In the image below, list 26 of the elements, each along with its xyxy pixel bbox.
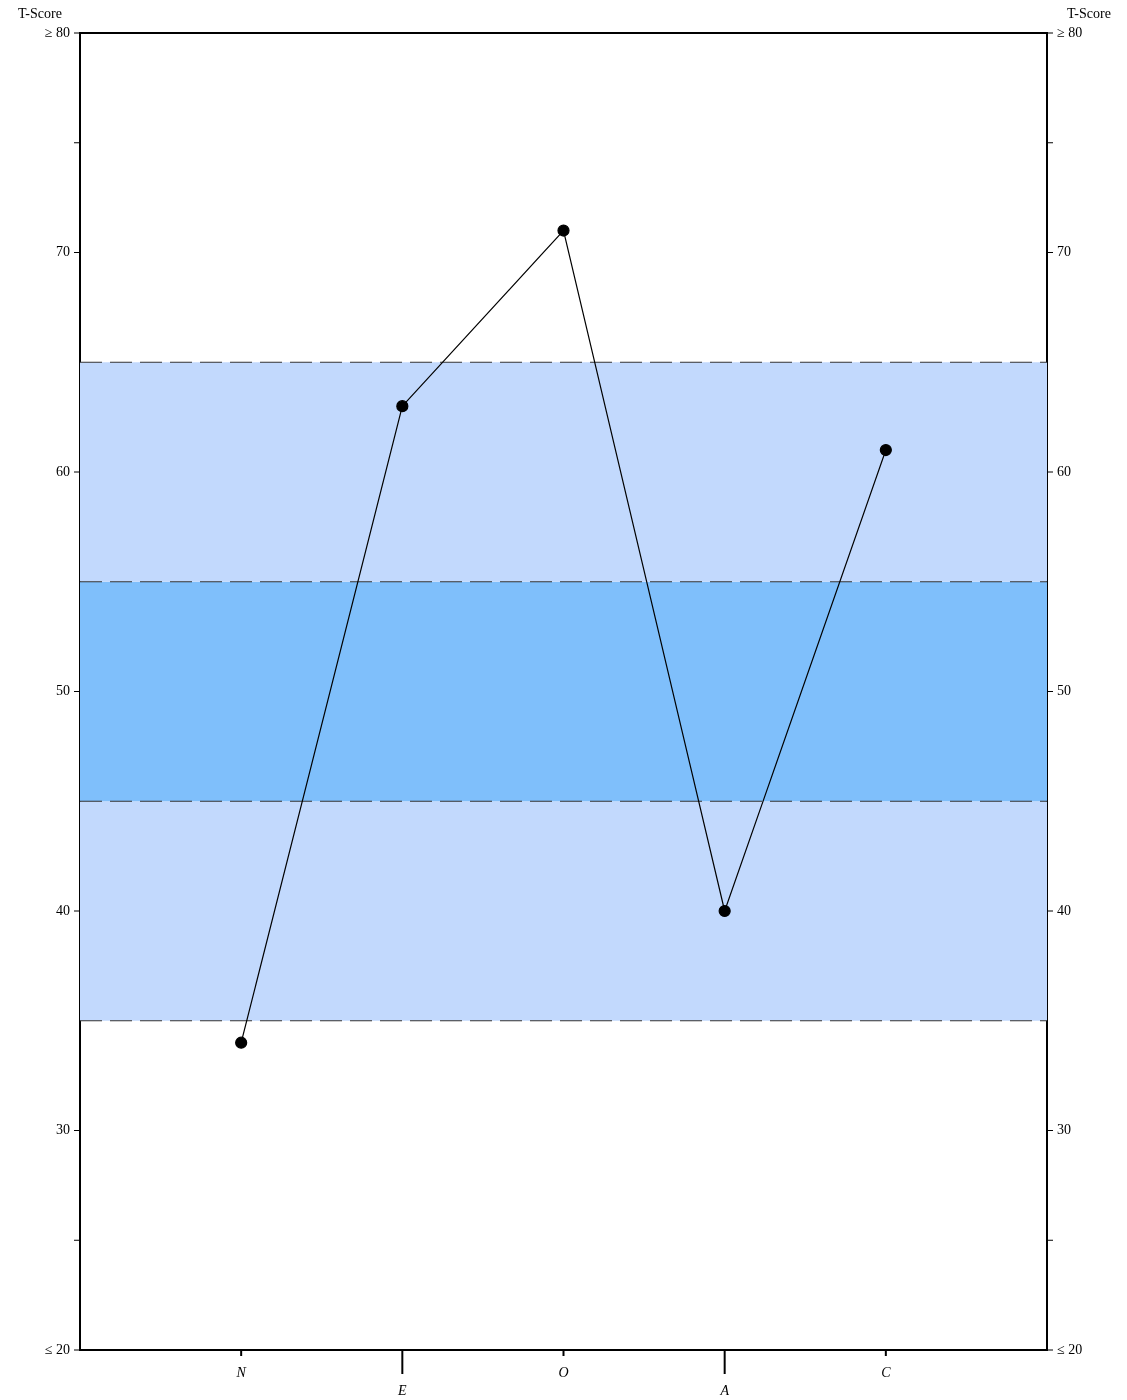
x-tick-label: A	[719, 1382, 730, 1398]
point	[557, 224, 570, 237]
y-tick-label: 50	[56, 683, 70, 699]
y-tick-label: 60	[56, 463, 70, 479]
y-tick-label: 70	[56, 244, 70, 260]
y2-axis-title: T-Score	[1067, 5, 1111, 21]
x-tick-label: C	[881, 1364, 892, 1380]
y2-tick-label: 60	[1057, 463, 1071, 479]
y2-tick-label: ≥ 80	[1057, 24, 1083, 40]
y2-tick-label: 40	[1057, 902, 1071, 918]
y2-tick-label: 70	[1057, 244, 1071, 260]
y-tick-label: ≥ 80	[44, 24, 70, 40]
point	[879, 443, 892, 457]
x-tick-label: O	[558, 1364, 569, 1380]
y-axis-title: T-Score	[18, 5, 62, 21]
x-tick-label: E	[397, 1382, 408, 1398]
y-tick-label: ≤ 20	[44, 1341, 70, 1357]
y-tick-label: 40	[56, 902, 70, 918]
y-tick-label: 30	[56, 1122, 70, 1138]
point	[718, 904, 731, 918]
y2-tick-label: 30	[1057, 1122, 1071, 1138]
x-tick-label: N	[235, 1364, 247, 1380]
y2-tick-label: ≤ 20	[1057, 1341, 1083, 1357]
point	[235, 1036, 248, 1049]
y2-tick-label: 50	[1057, 683, 1071, 699]
point	[396, 400, 409, 413]
